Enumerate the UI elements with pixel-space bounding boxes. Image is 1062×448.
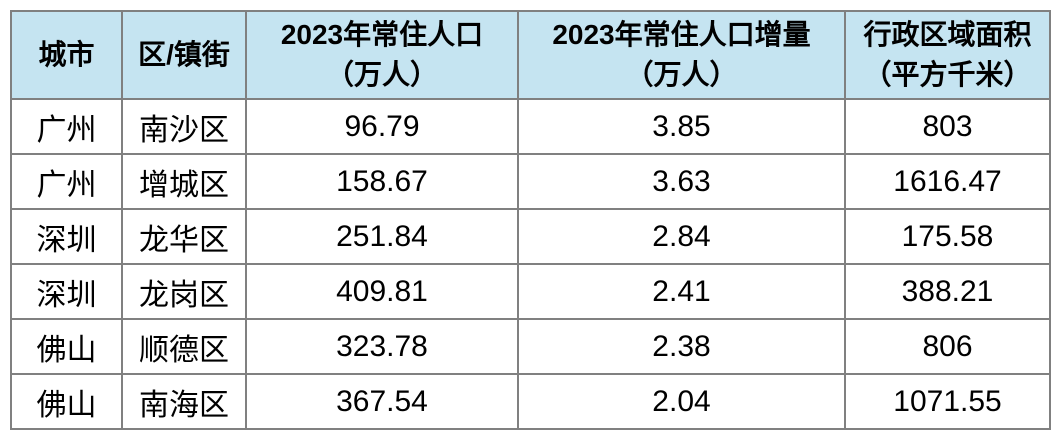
cell-admin-area: 388.21: [844, 263, 1051, 320]
cell-city: 广州: [10, 153, 123, 210]
table-row: 佛山 顺德区 323.78 2.38 806: [10, 318, 1051, 375]
cell-admin-area: 806: [844, 318, 1051, 375]
cell-population: 367.54: [245, 373, 519, 430]
cell-district: 南沙区: [121, 98, 247, 155]
cell-city: 深圳: [10, 263, 123, 320]
cell-district: 增城区: [121, 153, 247, 210]
header-cell-population-2023: 2023年常住人口 （万人）: [245, 10, 519, 100]
table-row: 深圳 龙华区 251.84 2.84 175.58: [10, 208, 1051, 265]
header-cell-admin-area: 行政区域面积 （平方千米）: [844, 10, 1051, 100]
cell-population: 409.81: [245, 263, 519, 320]
cell-city: 佛山: [10, 373, 123, 430]
cell-city: 深圳: [10, 208, 123, 265]
cell-population-increase: 3.63: [517, 153, 846, 210]
population-table-container: 城市 区/镇街 2023年常住人口 （万人） 2023年常住人口增量 （万人） …: [10, 10, 1051, 430]
cell-population-increase: 2.04: [517, 373, 846, 430]
cell-population-increase: 3.85: [517, 98, 846, 155]
cell-population: 96.79: [245, 98, 519, 155]
cell-district: 顺德区: [121, 318, 247, 375]
cell-district: 龙华区: [121, 208, 247, 265]
cell-district: 龙岗区: [121, 263, 247, 320]
cell-admin-area: 1616.47: [844, 153, 1051, 210]
cell-population: 323.78: [245, 318, 519, 375]
cell-district: 南海区: [121, 373, 247, 430]
header-cell-population-increase-2023: 2023年常住人口增量 （万人）: [517, 10, 846, 100]
cell-population-increase: 2.38: [517, 318, 846, 375]
cell-admin-area: 803: [844, 98, 1051, 155]
header-row: 城市 区/镇街 2023年常住人口 （万人） 2023年常住人口增量 （万人） …: [10, 10, 1051, 100]
cell-population: 251.84: [245, 208, 519, 265]
cell-admin-area: 175.58: [844, 208, 1051, 265]
cell-city: 广州: [10, 98, 123, 155]
table-row: 深圳 龙岗区 409.81 2.41 388.21: [10, 263, 1051, 320]
cell-admin-area: 1071.55: [844, 373, 1051, 430]
header-cell-district: 区/镇街: [121, 10, 247, 100]
cell-city: 佛山: [10, 318, 123, 375]
cell-population-increase: 2.84: [517, 208, 846, 265]
table-row: 广州 南沙区 96.79 3.85 803: [10, 98, 1051, 155]
cell-population: 158.67: [245, 153, 519, 210]
cell-population-increase: 2.41: [517, 263, 846, 320]
population-table: 城市 区/镇街 2023年常住人口 （万人） 2023年常住人口增量 （万人） …: [10, 10, 1051, 430]
header-cell-city: 城市: [10, 10, 123, 100]
table-row: 佛山 南海区 367.54 2.04 1071.55: [10, 373, 1051, 430]
table-row: 广州 增城区 158.67 3.63 1616.47: [10, 153, 1051, 210]
